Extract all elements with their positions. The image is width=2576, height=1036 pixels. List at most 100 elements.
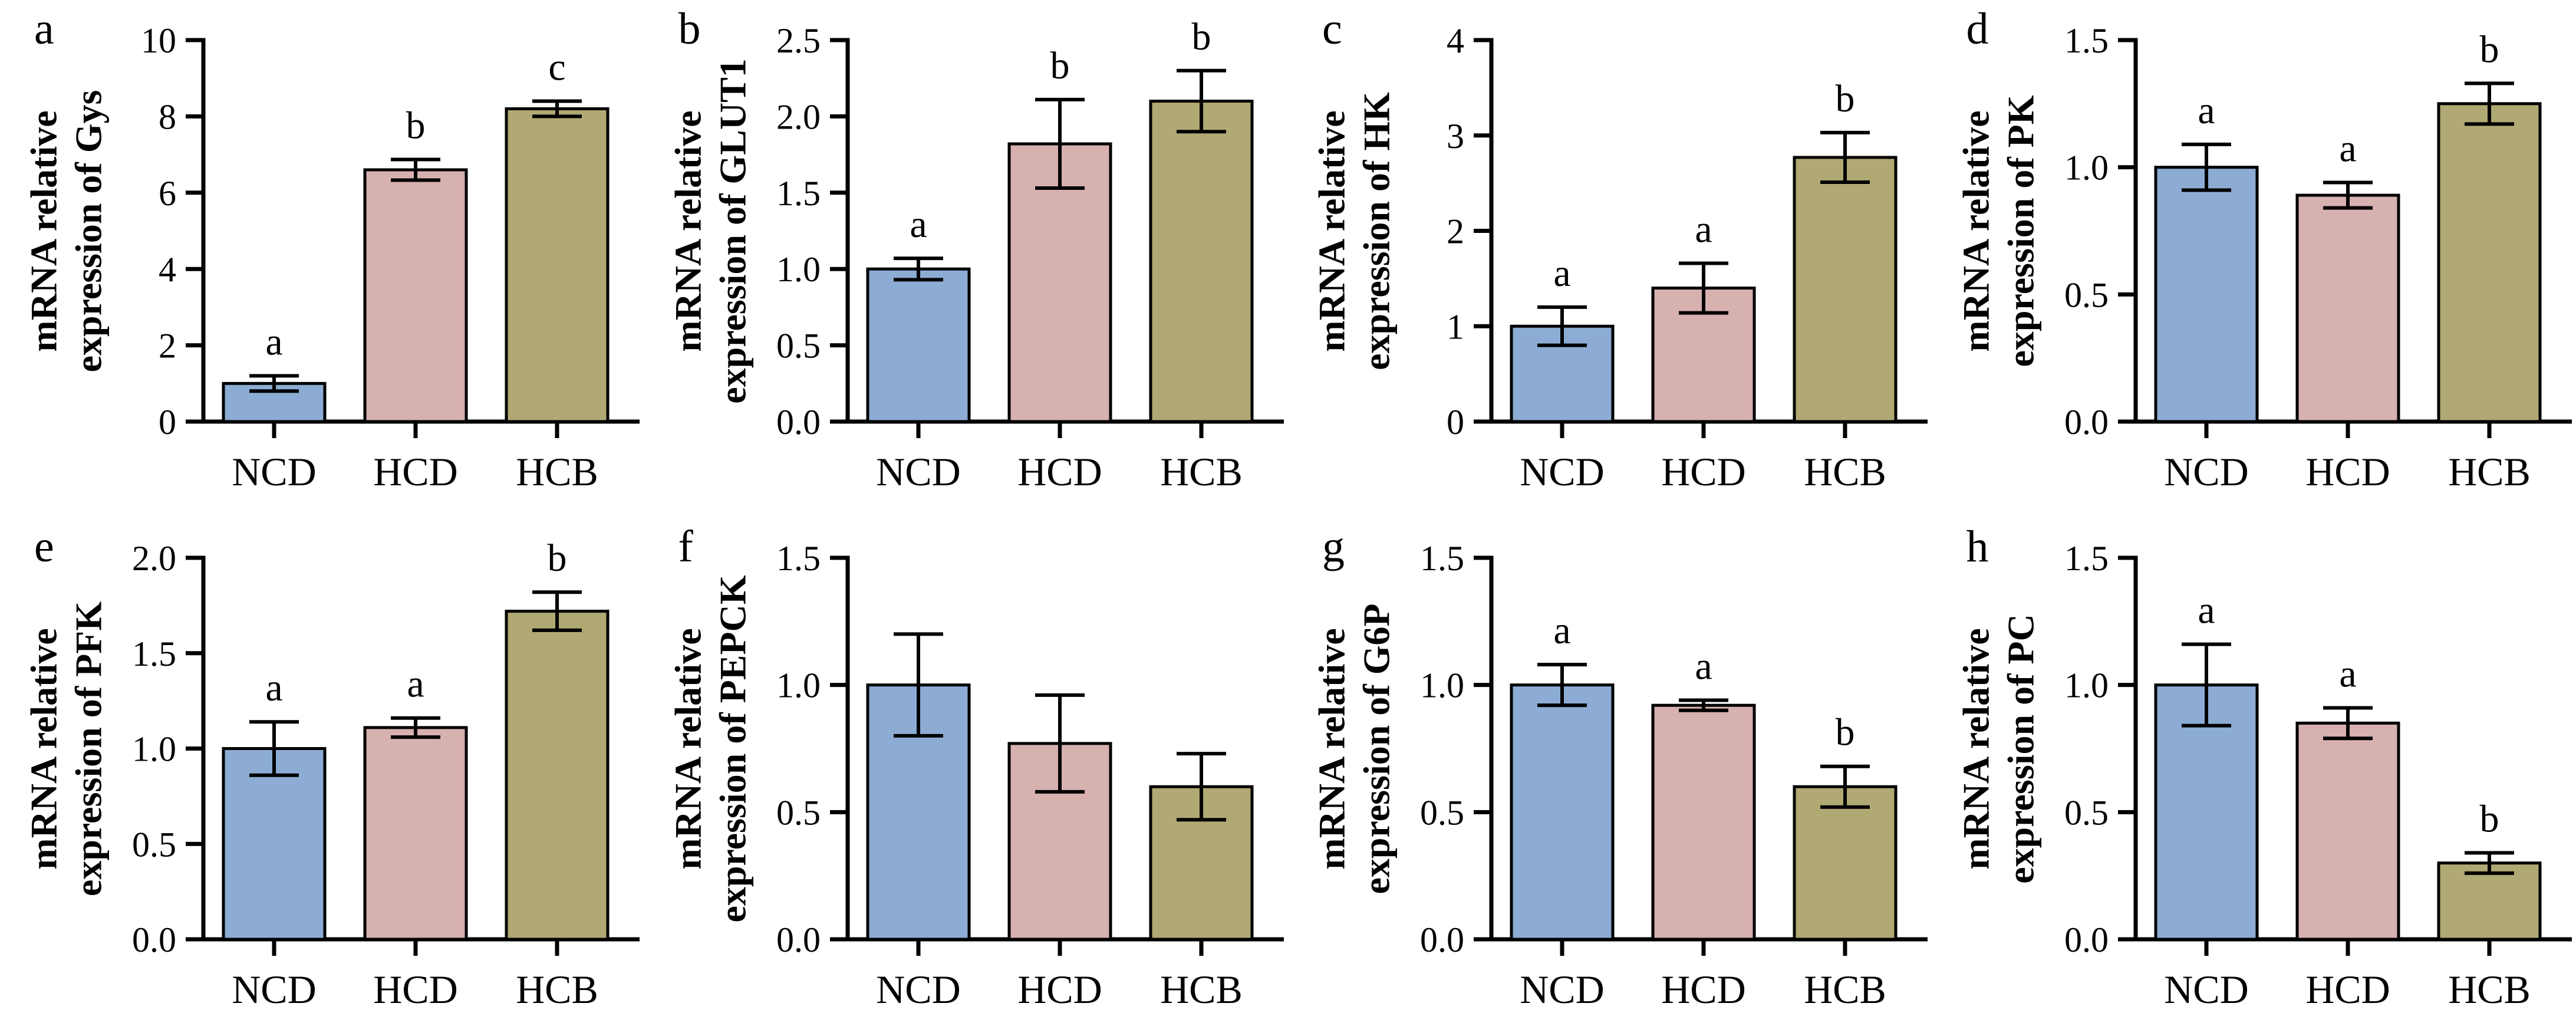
x-category-label: HCD [1017, 967, 1102, 1012]
sig-letter: a [2339, 127, 2356, 170]
x-category-label: NCD [1520, 449, 1605, 494]
sig-letter: a [2198, 89, 2215, 132]
sig-letter: b [1050, 44, 1069, 87]
y-tick-label: 0.0 [2064, 403, 2109, 442]
y-tick-label: 1.5 [2064, 21, 2109, 60]
sig-letter: b [548, 537, 567, 580]
x-category-label: NCD [1520, 967, 1605, 1012]
x-category-label: HCB [516, 967, 598, 1012]
y-tick-label: 8 [159, 97, 176, 136]
sig-letter: a [265, 320, 282, 363]
y-tick-label: 10 [141, 21, 176, 60]
y-tick-label: 0.0 [132, 920, 176, 959]
y-tick-label: 1.5 [132, 634, 176, 673]
sig-letter: a [2198, 589, 2215, 632]
panel-letter-g: g [1322, 522, 1345, 571]
y-tick-label: 0.5 [776, 327, 821, 366]
panel-g: g mRNA relative expression of G6P 0.0 0.5… [1288, 518, 1932, 1035]
x-category-label: NCD [232, 967, 317, 1012]
y-tick-label: 1 [1447, 307, 1464, 346]
x-category-label: NCD [2164, 449, 2249, 494]
bar-chart-glut1: 0.0 0.5 1.0 1.5 2.0 2.5 a NCD b HCD b HCB [776, 15, 1284, 494]
bar-hcb [1149, 100, 1253, 423]
y-tick-label: 0.5 [2064, 793, 2109, 832]
panel-letter-b: b [678, 4, 701, 54]
y-tick-label: 1.0 [1420, 666, 1464, 705]
x-category-label: HCB [516, 449, 598, 494]
bar-hcd [1007, 142, 1112, 423]
x-category-label: NCD [876, 967, 961, 1012]
panel-b: b mRNA relative expression of GLUT1 0.0 0… [644, 0, 1288, 518]
y-tick-label: 1.5 [2064, 539, 2109, 578]
y-tick-label: 0 [159, 403, 176, 442]
bar-hcd [363, 726, 468, 941]
y-tick-label: 2.0 [776, 97, 821, 136]
panel-letter-d: d [1966, 4, 1989, 54]
sig-letter: a [407, 663, 424, 706]
bar-hcd [2295, 193, 2400, 423]
y-tick-label: 0.0 [776, 920, 821, 959]
bar-ncd [2154, 166, 2258, 423]
sig-letter: b [1836, 77, 1855, 120]
sig-letter: a [2339, 652, 2356, 695]
x-category-label: NCD [232, 449, 317, 494]
bar-hcb [505, 610, 610, 941]
y-tick-label: 1.0 [132, 730, 176, 769]
x-category-label: HCD [1017, 449, 1102, 494]
y-tick-label: 0.0 [1420, 920, 1464, 959]
y-tick-label: 1.0 [2064, 666, 2109, 705]
y-tick-label: 2 [159, 327, 176, 366]
y-tick-label: 1.0 [2064, 149, 2109, 188]
bar-ncd [866, 267, 970, 423]
sig-letter: b [406, 104, 426, 147]
y-tick-label: 2.0 [132, 539, 176, 578]
y-tick-label: 1.5 [1420, 539, 1464, 578]
x-category-label: NCD [2164, 967, 2249, 1012]
x-category-label: HCD [2305, 967, 2390, 1012]
y-tick-label: 1.0 [776, 666, 821, 705]
sig-letter: a [1695, 208, 1712, 251]
bar-hcb [1793, 785, 1898, 941]
panel-letter-a: a [34, 4, 54, 54]
x-category-label: HCB [2448, 967, 2531, 1012]
x-category-label: HCB [1804, 967, 1886, 1012]
y-tick-label: 4 [159, 250, 176, 289]
panel-e: e mRNA relative expression of PFK 0.0 0.5… [0, 518, 644, 1035]
sig-letter: b [1836, 711, 1855, 754]
bar-chart-g6p: 0.0 0.5 1.0 1.5 a NCD a HCD b HCB [1420, 539, 1928, 1012]
sig-letter: c [548, 46, 565, 89]
y-tick-label: 1.0 [776, 250, 821, 289]
bar-hcb [2437, 102, 2541, 423]
panel-letter-f: f [678, 522, 693, 571]
y-tick-label: 2 [1447, 212, 1464, 251]
x-category-label: HCB [1160, 449, 1243, 494]
bar-hcb [2437, 861, 2541, 941]
bar-hcb [1793, 156, 1898, 423]
bar-ncd [1510, 683, 1615, 941]
panel-h: h mRNA relative expression of PC 0.0 0.5 1… [1932, 518, 2576, 1035]
panel-d: d mRNA relative expression of PK 0.0 0.5 1… [1932, 0, 2576, 518]
bar-chart-pk: 0.0 0.5 1.0 1.5 a NCD a HCD b HCB [2064, 21, 2572, 494]
x-category-label: HCD [373, 449, 458, 494]
sig-letter: a [1553, 609, 1570, 652]
x-category-label: HCB [1160, 967, 1243, 1012]
y-tick-label: 0.5 [776, 793, 821, 832]
y-tick-label: 4 [1447, 21, 1464, 60]
sig-letter: a [1695, 645, 1712, 688]
sig-letter: b [2479, 28, 2499, 71]
y-tick-label: 0.5 [132, 825, 176, 864]
y-tick-label: 0 [1447, 403, 1464, 442]
y-tick-label: 6 [159, 174, 176, 213]
bar-chart-gys: 0 2 4 6 8 10 a NCD b HCD c HCB [141, 21, 640, 494]
panel-f: f mRNA relative expression of PEPCK 0.0 0… [644, 518, 1288, 1035]
y-tick-label: 0.0 [776, 403, 821, 442]
y-tick-label: 0.5 [2064, 275, 2109, 314]
sig-letter: b [2479, 797, 2499, 840]
sig-letter: a [1553, 252, 1570, 295]
bar-chart-pepck: 0.0 0.5 1.0 1.5 NCD HCD HCB [776, 539, 1284, 1012]
bar-chart-pfk: 0.0 0.5 1.0 1.5 2.0 a NCD a HCD b HCB [132, 537, 640, 1012]
y-tick-label: 0.0 [2064, 920, 2109, 959]
bar-chart-pc: 0.0 0.5 1.0 1.5 a NCD a HCD b HCB [2064, 539, 2572, 1012]
